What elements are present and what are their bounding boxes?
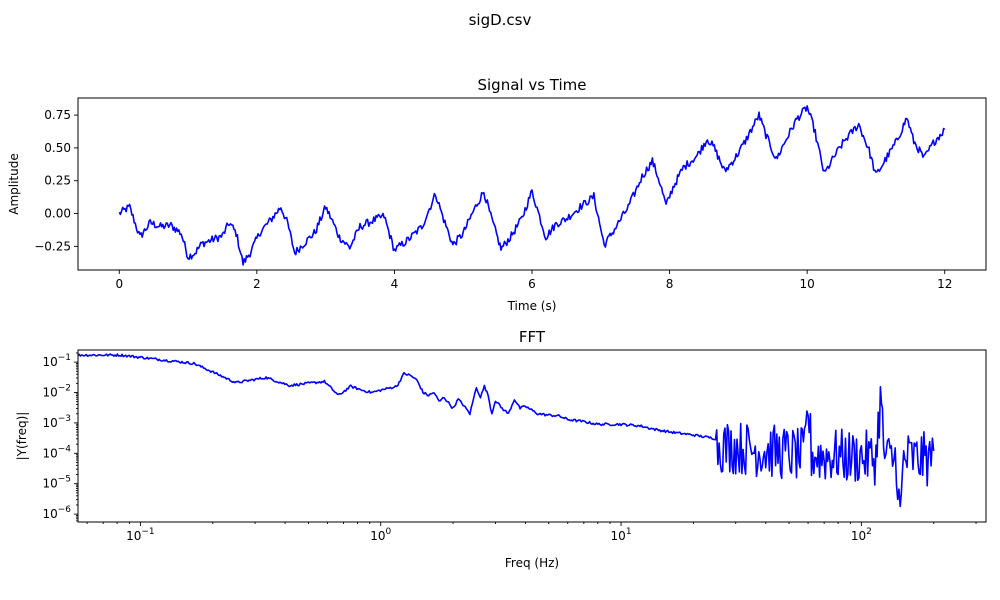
x-tick-label: 12 — [937, 277, 952, 291]
signal-axis-ticks: 0 2 4 6 8 10 12 −0.25 0.00 0.25 0.50 0.75 — [34, 108, 952, 291]
signal-vs-time-subplot: Signal vs Time 0 2 4 6 8 10 12 −0.25 0.00 0.25 0.5… — [7, 76, 987, 313]
y-tick-label: 0.00 — [44, 207, 71, 221]
signal-plot-frame — [77, 97, 987, 271]
x-tick-label: 0 — [115, 277, 123, 291]
x-tick-label: 10 — [800, 277, 815, 291]
x-tick-exponent: 0 — [386, 527, 392, 537]
y-tick-label: 0.75 — [44, 108, 71, 122]
fft-x-axis-label: Freq (Hz) — [505, 556, 559, 570]
y-tick-label: 0.50 — [44, 141, 71, 155]
signal-y-axis-label: Amplitude — [7, 153, 21, 215]
fft-series — [77, 353, 935, 508]
signal-x-axis-label: Time (s) — [507, 299, 557, 313]
y-tick-exponent: −6 — [58, 505, 72, 515]
signal-plot-title: Signal vs Time — [477, 76, 586, 94]
fft-y-axis-label: |Y(freq)| — [15, 412, 29, 461]
figure-suptitle: sigD.csv — [469, 11, 532, 29]
signal-series — [118, 105, 946, 266]
y-tick-label: −0.25 — [34, 239, 71, 253]
x-tick-label: 2 — [253, 277, 261, 291]
series-0-0-line — [118, 105, 946, 266]
x-tick-label: 8 — [666, 277, 674, 291]
x-tick-label: 4 — [391, 277, 399, 291]
y-tick-exponent: −3 — [58, 414, 71, 424]
x-tick-exponent: 2 — [866, 527, 872, 537]
x-tick-label: 6 — [528, 277, 536, 291]
fft-plot-title: FFT — [519, 328, 546, 346]
y-tick-exponent: −2 — [58, 383, 71, 393]
fft-plot-frame — [77, 349, 987, 523]
series-1-0-line — [77, 353, 935, 508]
y-tick-label: 0.25 — [44, 174, 71, 188]
x-tick-exponent: 1 — [626, 527, 632, 537]
y-tick-exponent: −4 — [58, 444, 72, 454]
x-tick-exponent: −1 — [141, 527, 154, 537]
y-tick-exponent: −5 — [58, 475, 71, 485]
y-tick-exponent: −1 — [58, 353, 71, 363]
